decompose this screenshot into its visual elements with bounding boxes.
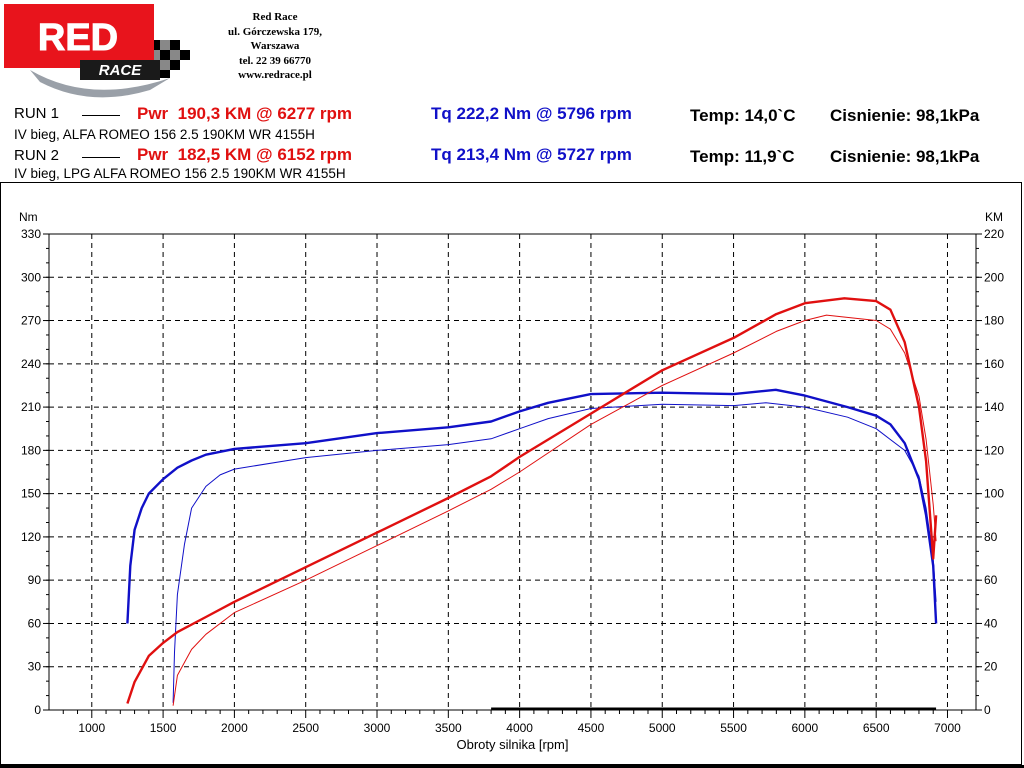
- x-tick-label: 3500: [435, 721, 462, 735]
- y-left-tick-label: 0: [34, 703, 41, 717]
- y-right-tick-label: 200: [984, 270, 1004, 284]
- x-axis-label: Obroty silnika [rpm]: [457, 737, 569, 752]
- run1-legend-line: [82, 115, 120, 116]
- y-right-tick-label: 220: [984, 227, 1004, 241]
- dyno-chart-frame: 1000 1500 2000 2500 3000 3500 4000 4500 5000 5500…: [0, 182, 1022, 765]
- y-left-tick-label: 30: [28, 660, 42, 674]
- x-tick-label: 7000: [934, 721, 961, 735]
- logo-sub-text: RACE: [99, 62, 142, 79]
- y-left-tick-label: 120: [21, 530, 41, 544]
- run1-temperature: Temp: 14,0`C: [690, 106, 796, 125]
- run1-pressure: Cisnienie: 98,1kPa: [830, 106, 980, 125]
- address-line: Warszawa: [250, 40, 300, 52]
- run1-torque-result: Tq 222,2 Nm @ 5796 rpm: [431, 104, 632, 123]
- run2-power-result: Pwr 182,5 KM @ 6152 rpm: [137, 145, 353, 164]
- logo-graphic: RED RACE: [4, 4, 190, 98]
- y-left-tick-label: 330: [21, 227, 41, 241]
- run2-temperature: Temp: 11,9`C: [690, 147, 795, 166]
- y-left-tick-label: 60: [28, 616, 42, 630]
- y-left-tick-label: 180: [21, 443, 41, 457]
- run1-power-result: Pwr 190,3 KM @ 6277 rpm: [137, 104, 353, 123]
- y-right-tick-label: 80: [984, 530, 998, 544]
- run2-torque-result: Tq 213,4 Nm @ 5727 rpm: [431, 145, 632, 164]
- y-right-axis-label: KM: [985, 210, 1003, 224]
- address-line: www.redrace.pl: [238, 69, 312, 81]
- run1-label: RUN 1: [14, 105, 60, 122]
- y-right-tick-label: 100: [984, 487, 1004, 501]
- power-curve-run1: [126, 297, 938, 704]
- x-tick-label: 2500: [292, 721, 319, 735]
- run1-description: IV bieg, ALFA ROMEO 156 2.5 190KM WR 415…: [14, 127, 315, 142]
- x-tick-label: 1500: [150, 721, 177, 735]
- power-curve-run2: [172, 314, 937, 706]
- x-tick-label: 1000: [78, 721, 105, 735]
- dyno-chart: 1000 1500 2000 2500 3000 3500 4000 4500 5000 5500…: [19, 210, 1004, 752]
- y-left-tick-label: 240: [21, 357, 41, 371]
- y-right-tick-label: 60: [984, 573, 998, 587]
- y-left-tick-label: 150: [21, 487, 41, 501]
- torque-curve-run1: [126, 388, 938, 624]
- y-left-tick-label: 210: [21, 400, 41, 414]
- x-tick-label: 5000: [649, 721, 676, 735]
- logo: RED RACE: [0, 0, 215, 100]
- x-tick-label: 2000: [221, 721, 248, 735]
- x-tick-label: 4500: [578, 721, 605, 735]
- y-right-tick-label: 0: [984, 703, 991, 717]
- y-right-tick-label: 120: [984, 443, 1004, 457]
- logo-main-text: RED: [38, 17, 118, 59]
- company-address: Red Race ul. Górczewska 179, Warszawa te…: [200, 10, 350, 83]
- run2-pressure: Cisnienie: 98,1kPa: [830, 147, 980, 166]
- bottom-border: [0, 765, 1024, 768]
- y-right-tick-label: 180: [984, 314, 1004, 328]
- y-right-tick-label: 160: [984, 357, 1004, 371]
- run2-description: IV bieg, LPG ALFA ROMEO 156 2.5 190KM WR…: [14, 166, 346, 181]
- run2-label: RUN 2: [14, 147, 60, 164]
- y-right-tick-label: 20: [984, 660, 998, 674]
- address-line: ul. Górczewska 179,: [228, 25, 322, 38]
- y-right-tick-label: 40: [984, 616, 998, 630]
- run2-legend-line: [82, 157, 120, 158]
- address-line: tel. 22 39 66770: [238, 54, 312, 67]
- y-left-tick-label: 300: [21, 270, 41, 284]
- x-tick-label: 3000: [364, 721, 391, 735]
- x-tick-label: 4000: [506, 721, 533, 735]
- x-tick-label: 6500: [863, 721, 890, 735]
- y-left-tick-label: 270: [21, 314, 41, 328]
- y-right-tick-label: 140: [984, 400, 1004, 414]
- plot-area: [48, 233, 977, 711]
- torque-curve-run2: [172, 402, 937, 703]
- address-line: Red Race: [252, 11, 298, 23]
- y-left-axis-label: Nm: [19, 210, 38, 224]
- x-tick-label: 5500: [720, 721, 747, 735]
- x-tick-label: 6000: [792, 721, 819, 735]
- y-left-tick-label: 90: [28, 573, 42, 587]
